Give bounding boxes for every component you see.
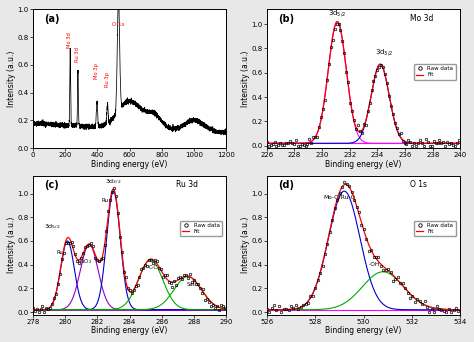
Text: Ru 3p: Ru 3p xyxy=(105,72,109,87)
Fit xyxy=(356,130,362,134)
Text: Mo-O/Ru-O: Mo-O/Ru-O xyxy=(323,195,356,199)
Text: Sat: Sat xyxy=(187,282,195,288)
Text: Mo 3d: Mo 3d xyxy=(410,14,433,23)
Raw data xyxy=(69,240,74,245)
Fit xyxy=(423,141,428,145)
Text: O 1s: O 1s xyxy=(410,180,427,189)
Fit xyxy=(404,289,410,293)
Fit xyxy=(224,307,229,311)
Raw data xyxy=(266,144,272,148)
Raw data xyxy=(148,259,154,263)
Fit xyxy=(386,269,392,274)
Fit xyxy=(145,259,150,263)
Raw data xyxy=(111,186,117,190)
Text: (b): (b) xyxy=(278,14,294,24)
Raw data xyxy=(383,72,388,76)
Text: Ru: Ru xyxy=(101,198,109,203)
Raw data xyxy=(450,143,456,147)
Fit xyxy=(64,236,70,240)
Fit xyxy=(357,130,363,134)
Fit xyxy=(160,271,165,275)
Line: Raw data: Raw data xyxy=(31,186,226,313)
Raw data xyxy=(342,180,347,184)
Raw data xyxy=(354,205,359,209)
Raw data xyxy=(303,144,309,148)
Y-axis label: Intensity (a.u.): Intensity (a.u.) xyxy=(241,217,250,273)
X-axis label: Binding energy (eV): Binding energy (eV) xyxy=(325,160,402,169)
Raw data xyxy=(216,308,222,312)
X-axis label: Binding energy (eV): Binding energy (eV) xyxy=(325,326,402,335)
Text: (d): (d) xyxy=(278,180,294,190)
Raw data xyxy=(36,310,41,314)
Y-axis label: Intensity (a.u.): Intensity (a.u.) xyxy=(7,217,16,273)
Text: RuO$_2$: RuO$_2$ xyxy=(77,258,92,266)
Text: 3d$_{3/2}$: 3d$_{3/2}$ xyxy=(105,178,122,186)
Fit xyxy=(341,183,346,187)
Text: 3d$_{3/2}$: 3d$_{3/2}$ xyxy=(375,48,393,58)
Text: (a): (a) xyxy=(45,14,60,24)
Text: Ru 3d: Ru 3d xyxy=(176,180,198,189)
Fit xyxy=(264,308,270,312)
Line: Fit: Fit xyxy=(267,22,460,143)
Fit xyxy=(369,89,375,93)
Fit xyxy=(110,187,116,191)
Raw data xyxy=(456,138,462,142)
Text: O 1s: O 1s xyxy=(112,23,125,27)
Fit xyxy=(335,19,340,24)
Raw data xyxy=(264,307,270,311)
Text: 3d$_{5/2}$: 3d$_{5/2}$ xyxy=(328,9,346,19)
Raw data xyxy=(438,308,444,312)
Fit xyxy=(176,277,182,281)
Raw data xyxy=(133,284,138,288)
Text: Mo 3p: Mo 3p xyxy=(94,63,99,79)
Raw data xyxy=(456,309,461,313)
Fit xyxy=(118,238,124,242)
Text: -OH: -OH xyxy=(368,262,380,267)
Fit xyxy=(453,141,459,145)
Raw data xyxy=(266,310,272,314)
Raw data xyxy=(30,306,36,310)
Fit xyxy=(457,141,463,145)
Raw data xyxy=(400,281,406,285)
Fit xyxy=(405,290,411,294)
X-axis label: Binding energy (eV): Binding energy (eV) xyxy=(91,326,168,335)
Raw data xyxy=(76,261,82,265)
Raw data xyxy=(383,268,389,273)
Text: (c): (c) xyxy=(45,180,59,190)
Y-axis label: Intensity (a.u.): Intensity (a.u.) xyxy=(241,51,250,107)
Fit xyxy=(457,308,463,312)
Fit xyxy=(380,65,385,69)
Raw data xyxy=(336,22,341,26)
Fit xyxy=(287,307,293,312)
Text: 3d$_{5/2}$: 3d$_{5/2}$ xyxy=(44,223,60,232)
Raw data xyxy=(222,306,228,311)
Line: Raw data: Raw data xyxy=(265,22,460,147)
Legend: Raw data, Fit: Raw data, Fit xyxy=(180,221,222,236)
Raw data xyxy=(392,277,398,281)
Fit xyxy=(30,308,36,312)
Raw data xyxy=(264,140,270,144)
Text: C-C: C-C xyxy=(149,265,158,270)
Raw data xyxy=(445,140,450,144)
Y-axis label: Intensity (a.u.): Intensity (a.u.) xyxy=(7,51,16,107)
Line: Fit: Fit xyxy=(267,184,460,310)
Text: Mo 3d: Mo 3d xyxy=(67,32,72,48)
Fit xyxy=(457,141,463,145)
Legend: Raw data, Fit: Raw data, Fit xyxy=(414,64,456,80)
Raw data xyxy=(210,303,216,307)
Line: Fit: Fit xyxy=(33,189,227,310)
Raw data xyxy=(385,267,391,271)
Fit xyxy=(343,182,348,186)
Raw data xyxy=(367,101,373,105)
Fit xyxy=(80,253,85,257)
Text: Ru: Ru xyxy=(57,250,64,255)
X-axis label: Binding energy (eV): Binding energy (eV) xyxy=(91,160,168,169)
Text: Ru 3d: Ru 3d xyxy=(75,47,80,62)
Fit xyxy=(264,141,270,145)
Legend: Raw data, Fit: Raw data, Fit xyxy=(414,221,456,236)
Line: Raw data: Raw data xyxy=(265,181,460,313)
Raw data xyxy=(310,134,316,139)
Fit xyxy=(327,228,333,232)
